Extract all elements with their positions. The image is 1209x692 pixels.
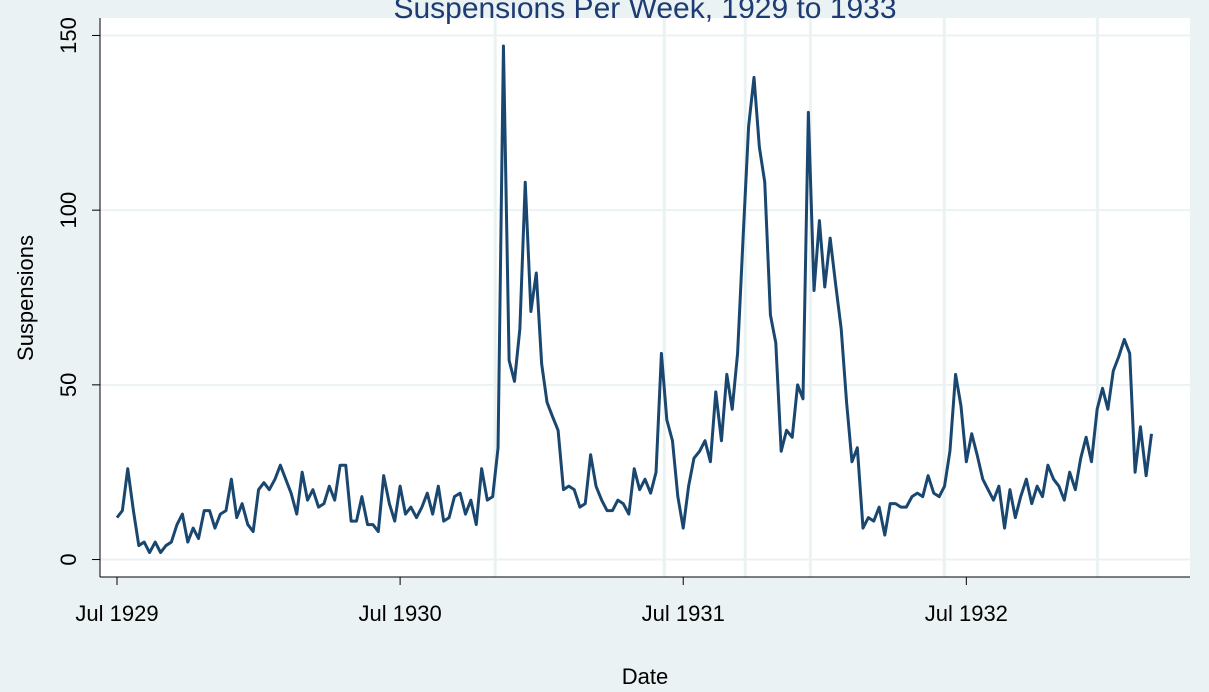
y-tick-label: 150 [56,17,81,54]
x-tick-label: Jul 1929 [75,601,158,626]
y-tick-label: 0 [56,553,81,565]
y-tick-label: 100 [56,192,81,229]
x-tick-label: Jul 1931 [642,601,725,626]
y-tick-label: 50 [56,373,81,397]
x-axis-label: Date [622,664,668,689]
x-tick-label: Jul 1932 [925,601,1008,626]
y-axis-label: Suspensions [13,235,38,361]
plot-area [100,18,1190,577]
chart-title: Suspensions Per Week, 1929 to 1933 [393,0,896,25]
x-tick-label: Jul 1930 [359,601,442,626]
data-line [115,44,1153,555]
